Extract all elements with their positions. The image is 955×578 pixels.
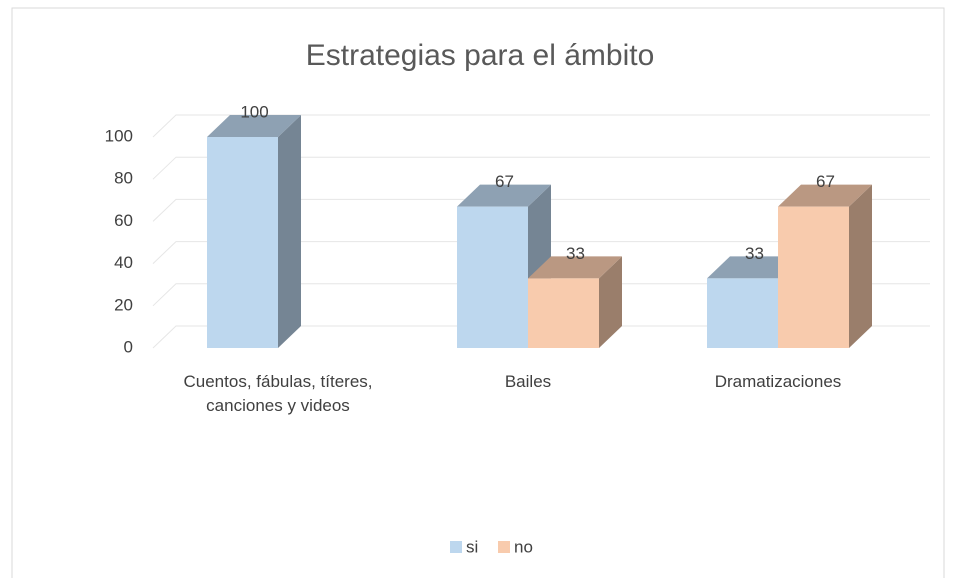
bar-front xyxy=(457,206,528,348)
x-tick-label: Dramatizaciones xyxy=(714,372,842,391)
y-tick-label: 20 xyxy=(114,295,133,314)
bar-front xyxy=(207,137,278,348)
bar-side xyxy=(278,115,301,348)
grid-line xyxy=(152,283,930,307)
y-tick-label: 40 xyxy=(114,253,133,272)
data-label: 33 xyxy=(566,244,585,263)
grid-line xyxy=(152,198,930,222)
grid-line xyxy=(152,241,930,264)
bar-top xyxy=(207,115,301,137)
bar-top xyxy=(707,256,801,279)
bar-front xyxy=(778,206,849,348)
legend-label: no xyxy=(514,537,533,556)
bar xyxy=(778,184,872,348)
data-label: 67 xyxy=(495,172,514,191)
x-tick-label: Bailes xyxy=(504,372,552,391)
y-tick-label: 100 xyxy=(105,126,133,145)
grid-line xyxy=(152,156,930,180)
bar-front xyxy=(707,278,778,348)
x-tick-label: Cuentos, fábulas, títeres, canciones y v… xyxy=(183,372,373,415)
legend-label: si xyxy=(466,537,478,556)
data-label: 67 xyxy=(816,172,835,191)
grid-line xyxy=(152,325,930,349)
y-tick-label: 0 xyxy=(124,337,133,356)
bar xyxy=(207,115,301,348)
y-tick-label: 80 xyxy=(114,169,133,188)
data-label: 33 xyxy=(745,244,764,263)
bar xyxy=(528,256,622,348)
data-label: 100 xyxy=(240,102,268,121)
bar-top xyxy=(457,184,551,207)
chart-title: Estrategias para el ámbito xyxy=(306,39,655,72)
bar-top xyxy=(778,184,872,207)
y-tick-label: 60 xyxy=(114,211,133,230)
bar-side xyxy=(849,184,872,348)
grid-line xyxy=(152,114,930,138)
bar-top xyxy=(528,256,622,279)
bar-side xyxy=(599,256,622,348)
bar-front xyxy=(528,278,599,348)
legend-swatch xyxy=(498,541,510,553)
legend-swatch xyxy=(450,541,462,553)
